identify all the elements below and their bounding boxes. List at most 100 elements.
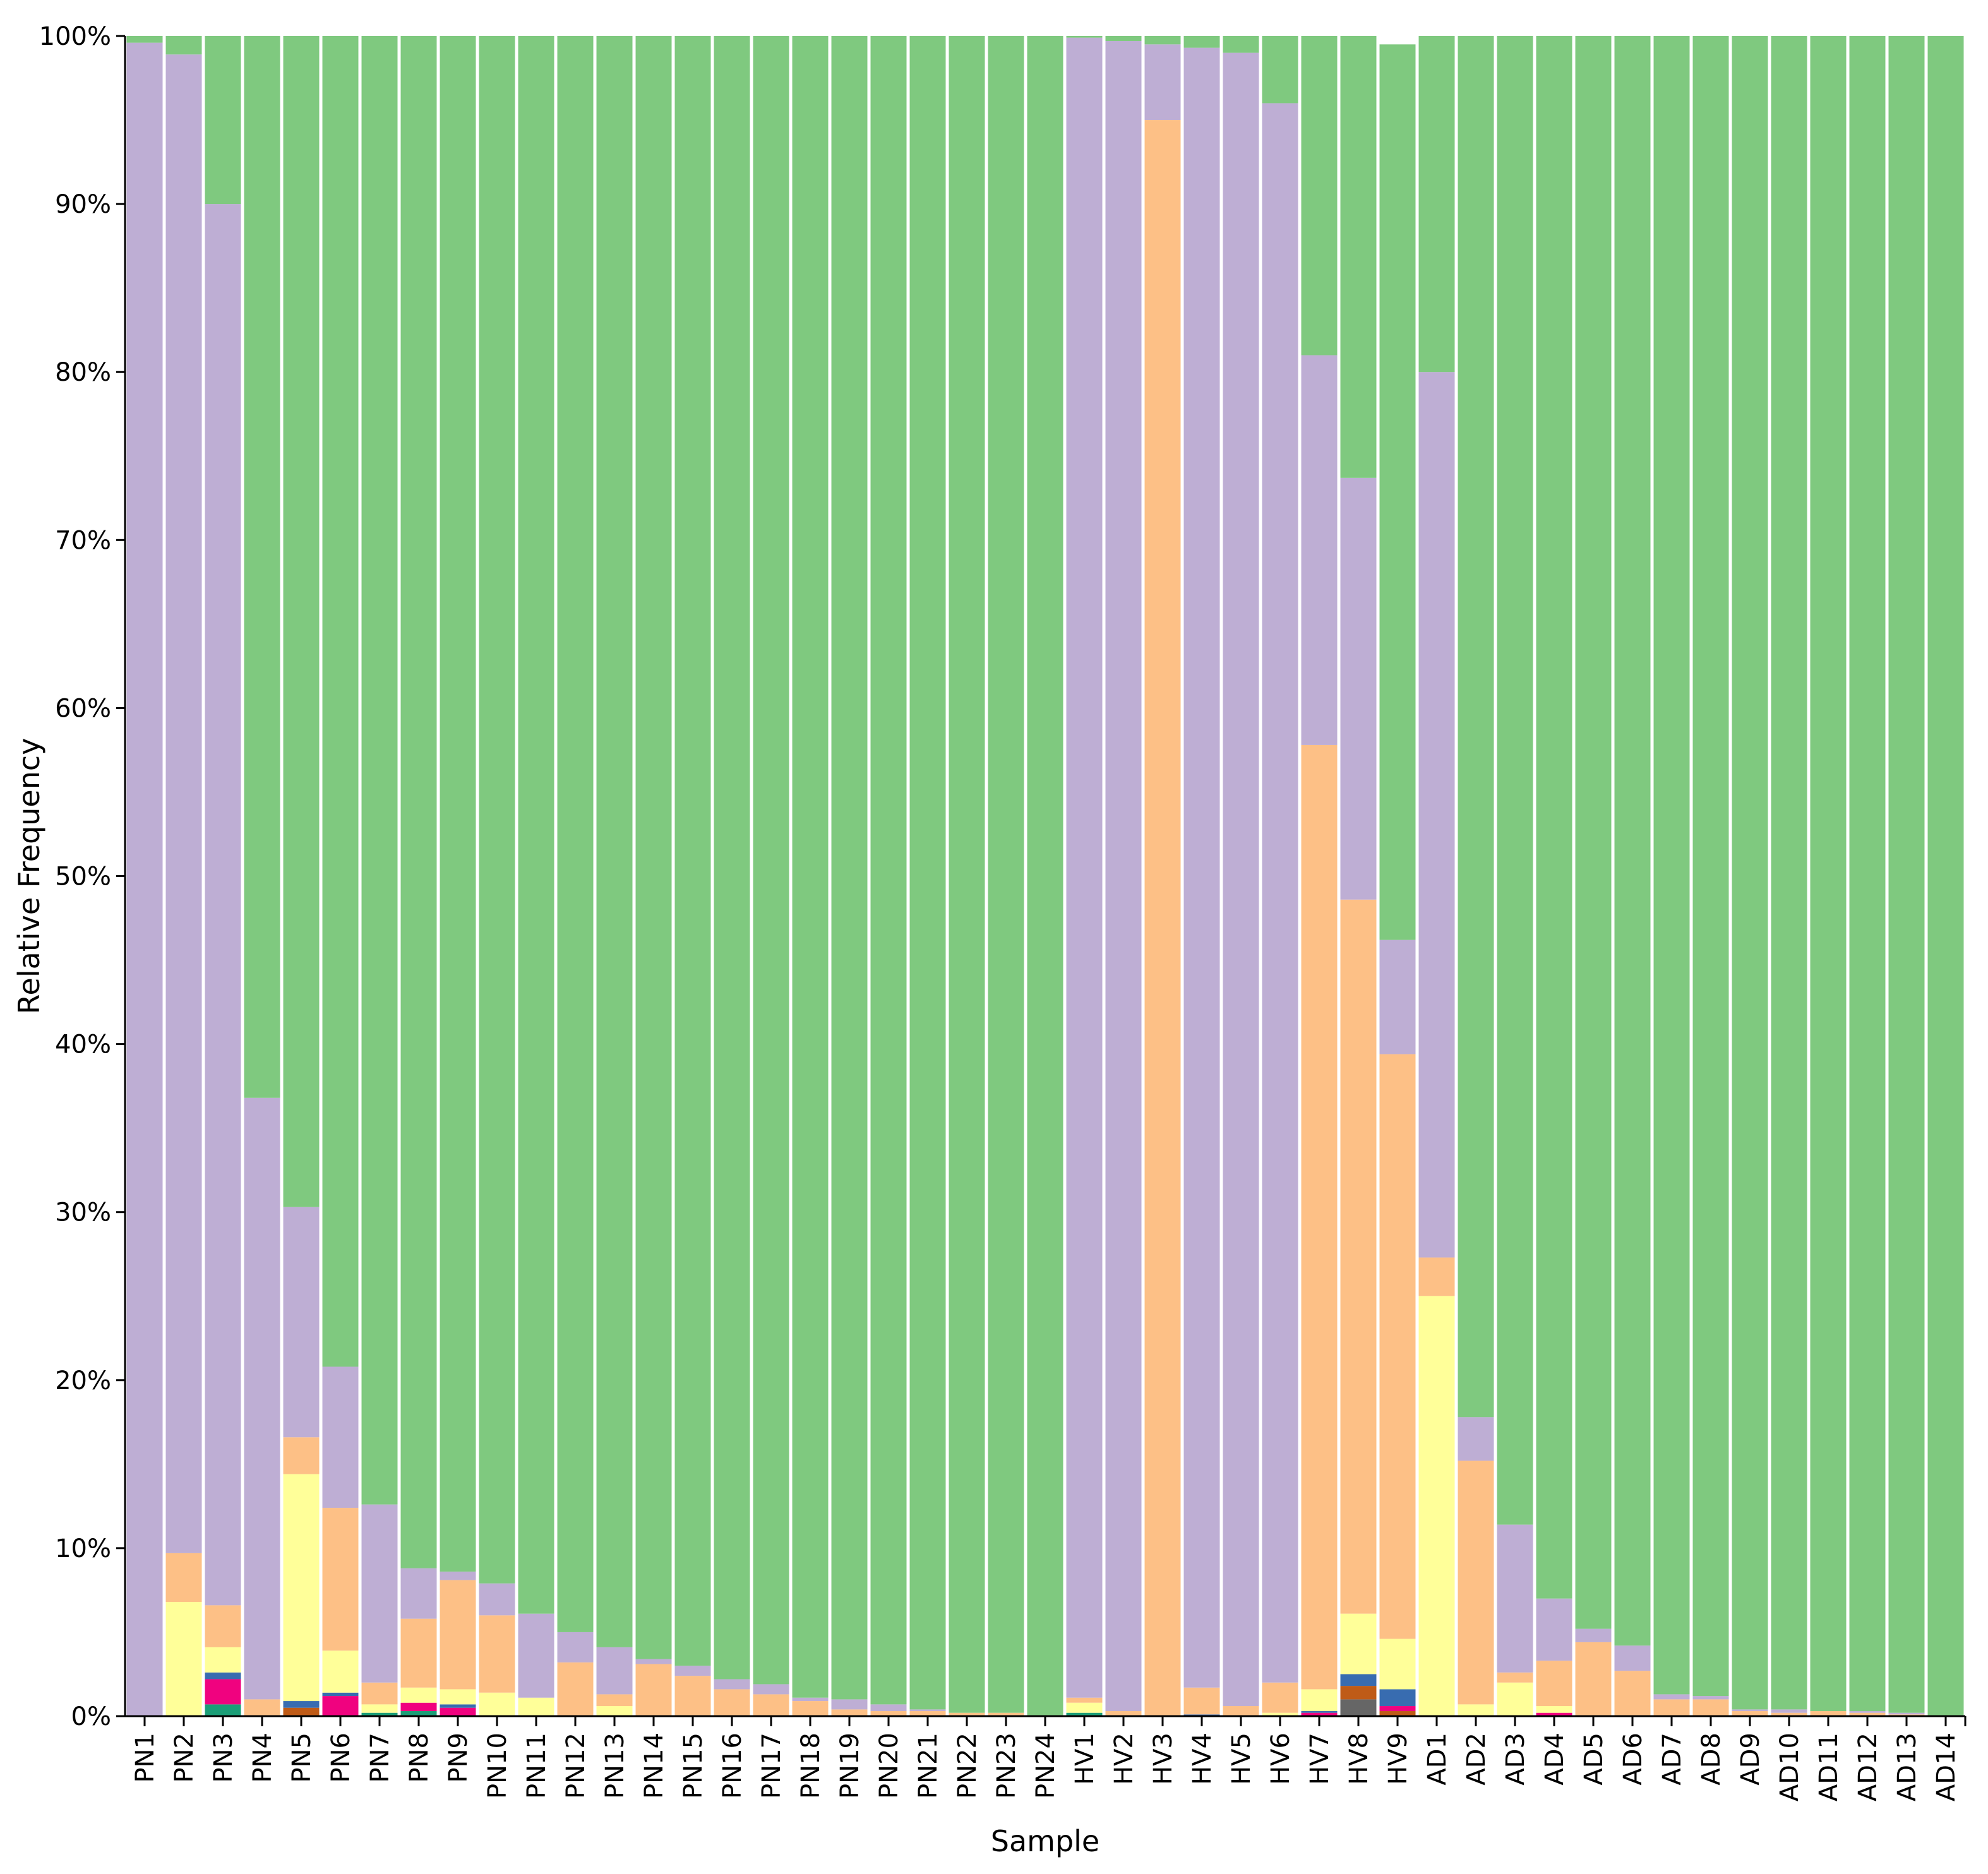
bar-segment-AD4-s8 (1536, 36, 1572, 1599)
x-tick-label-HV9: HV9 (1384, 1733, 1413, 1785)
bar-segment-PN6-s4 (322, 1692, 359, 1697)
bar-segment-PN17-s8 (753, 36, 789, 1685)
x-tick-label-PN22: PN22 (953, 1733, 982, 1799)
bar-segment-AD7-s6 (1653, 1699, 1690, 1716)
x-tick-label-PN12: PN12 (561, 1733, 590, 1799)
x-tick-label-PN21: PN21 (914, 1733, 943, 1799)
bar-segment-AD10-s8 (1771, 36, 1807, 1710)
bar-segment-AD13-s7 (1888, 1712, 1925, 1715)
bar-segment-HV7-s5 (1301, 1689, 1338, 1712)
bar-segment-HV8-s2 (1340, 1686, 1377, 1700)
bar-segment-AD2-s6 (1458, 1460, 1494, 1705)
bar-segment-HV6-s6 (1262, 1682, 1298, 1713)
y-tick-label: 60% (55, 694, 111, 723)
bar-segment-PN9-s8 (440, 36, 476, 1572)
x-tick-label-PN15: PN15 (679, 1733, 708, 1799)
bar-segment-PN12-s8 (557, 36, 594, 1632)
x-tick-label-AD8: AD8 (1697, 1733, 1726, 1786)
bar-segment-PN2-s8 (165, 36, 202, 55)
x-tick-label-PN23: PN23 (992, 1733, 1021, 1799)
x-tick-label-AD6: AD6 (1619, 1733, 1648, 1786)
bar-segment-PN22-s6 (949, 1712, 985, 1716)
bar-segment-PN6-s3 (322, 1696, 359, 1716)
bar-segment-AD13-s8 (1888, 36, 1925, 1713)
x-tick-label-PN24: PN24 (1031, 1733, 1060, 1799)
bar-segment-PN13-s5 (596, 1706, 633, 1716)
bar-segment-PN9-s6 (440, 1580, 476, 1690)
bar-segment-AD4-s6 (1536, 1661, 1572, 1707)
bar-segment-PN8-s6 (400, 1618, 437, 1688)
bar-segment-AD12-s7 (1849, 1711, 1886, 1713)
bar-segment-PN6-s6 (322, 1508, 359, 1651)
y-tick-label: 90% (55, 190, 111, 219)
bar-segment-AD10-s6 (1771, 1712, 1807, 1716)
bar-segment-PN8-s3 (400, 1702, 437, 1712)
bar-segment-AD12-s8 (1849, 36, 1886, 1712)
bar-segment-PN12-s6 (557, 1662, 594, 1716)
bar-segment-PN6-s7 (322, 1366, 359, 1508)
bar-segment-HV5-s7 (1223, 52, 1259, 1707)
bar-segment-PN14-s8 (635, 36, 672, 1659)
bar-segment-PN19-s6 (831, 1709, 868, 1716)
bar-segment-PN17-s6 (753, 1694, 789, 1716)
bar-segment-PN21-s7 (909, 1709, 946, 1712)
bar-segment-PN10-s6 (479, 1615, 515, 1693)
bar-segment-PN8-s1 (400, 1711, 437, 1716)
bar-segment-HV7-s6 (1301, 744, 1338, 1690)
bars-layer (126, 36, 1964, 1717)
bar-segment-HV1-s6 (1066, 1697, 1103, 1703)
bar-segment-AD1-s6 (1418, 1257, 1455, 1296)
x-tick-label-PN4: PN4 (248, 1733, 277, 1783)
y-tick-label: 40% (55, 1030, 111, 1059)
bar-segment-AD11-s6 (1810, 1711, 1847, 1716)
bar-segment-HV4-s8 (1183, 36, 1220, 48)
x-tick-label-PN8: PN8 (405, 1733, 434, 1783)
bar-segment-PN8-s5 (400, 1687, 437, 1703)
bar-segment-PN9-s7 (440, 1572, 476, 1580)
bar-segment-HV7-s4 (1301, 1711, 1338, 1713)
y-tick-label: 30% (55, 1198, 111, 1227)
bar-segment-AD8-s7 (1692, 1696, 1729, 1700)
bar-segment-HV3-s8 (1144, 36, 1181, 45)
bar-segment-PN2-s6 (165, 1553, 202, 1602)
bar-segment-HV9-s4 (1379, 1689, 1416, 1707)
bar-segment-PN13-s8 (596, 36, 633, 1647)
bar-segment-PN2-s7 (165, 54, 202, 1553)
bar-segment-PN3-s1 (205, 1704, 241, 1716)
x-tick-label-AD5: AD5 (1579, 1733, 1608, 1786)
x-tick-label-PN14: PN14 (640, 1733, 669, 1799)
bar-segment-PN7-s8 (361, 36, 398, 1505)
bar-segment-AD7-s8 (1653, 36, 1690, 1695)
bar-segment-PN5-s2 (283, 1707, 320, 1716)
x-tick-label-PN17: PN17 (757, 1733, 786, 1799)
bar-segment-AD1-s7 (1418, 372, 1455, 1258)
bar-segment-PN9-s5 (440, 1689, 476, 1705)
bar-segment-PN5-s4 (283, 1701, 320, 1708)
bar-segment-PN19-s8 (831, 36, 868, 1700)
bar-segment-PN3-s8 (205, 36, 241, 205)
bar-segment-HV9-s3 (1379, 1706, 1416, 1712)
bar-segment-HV7-s3 (1301, 1712, 1338, 1716)
bar-segment-PN6-s8 (322, 36, 359, 1367)
bar-segment-HV3-s7 (1144, 44, 1181, 121)
bar-segment-PN3-s7 (205, 204, 241, 1606)
bar-segment-AD9-s7 (1732, 1709, 1768, 1712)
bar-segment-PN21-s6 (909, 1711, 946, 1716)
bar-segment-AD3-s6 (1497, 1672, 1533, 1683)
bar-segment-PN14-s7 (635, 1659, 672, 1664)
bar-segment-PN4-s6 (244, 1699, 280, 1716)
bar-segment-PN24-s8 (1027, 36, 1063, 1716)
x-tick-label-HV8: HV8 (1344, 1733, 1374, 1785)
x-tick-label-PN11: PN11 (522, 1733, 551, 1799)
bar-segment-PN7-s1 (361, 1712, 398, 1716)
y-tick-label: 100% (39, 22, 111, 51)
x-tick-label-HV5: HV5 (1227, 1733, 1256, 1785)
bar-segment-PN1-s8 (126, 36, 163, 43)
bar-segment-HV5-s6 (1223, 1706, 1259, 1716)
bar-segment-PN22-s8 (949, 36, 985, 1713)
bar-segment-PN5-s8 (283, 36, 320, 1207)
bar-segment-AD8-s6 (1692, 1699, 1729, 1716)
x-tick-label-AD14: AD14 (1932, 1733, 1961, 1801)
bar-segment-AD6-s8 (1614, 36, 1651, 1646)
bar-segment-PN5-s7 (283, 1207, 320, 1438)
